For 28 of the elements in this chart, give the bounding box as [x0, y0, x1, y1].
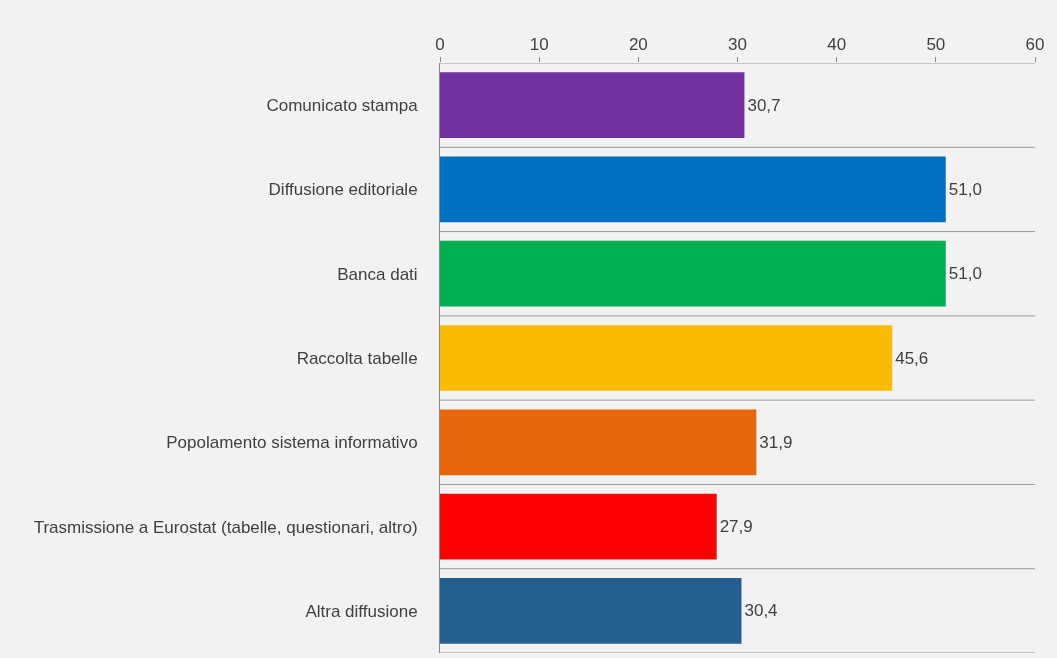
x-tick-label: 50: [926, 35, 946, 55]
data-label: 27,9: [719, 517, 753, 537]
y-tick-label: Trasmissione a Eurostat (tabelle, questionari, altro): [33, 517, 418, 537]
y-tick-label: Raccolta tabelle: [296, 348, 418, 368]
data-label: 30,7: [747, 95, 781, 115]
y-tick-label: Banca dati: [337, 264, 418, 284]
data-label: 51,0: [948, 179, 982, 199]
y-tick-label: Diffusione editoriale: [268, 180, 418, 200]
data-label: 45,6: [895, 348, 929, 368]
bar: [440, 577, 742, 644]
bar: [440, 72, 745, 139]
x-tick-label: 30: [728, 35, 747, 55]
bar: [440, 493, 717, 560]
x-tick-label: 10: [529, 35, 549, 55]
bar: [440, 156, 946, 223]
bar: [440, 409, 757, 476]
y-tick-label: Popolamento sistema informativo: [166, 433, 418, 453]
x-tick-label: 40: [827, 35, 847, 55]
y-tick-label: Altra diffusione: [305, 601, 418, 621]
x-tick-label: 20: [628, 35, 648, 55]
x-tick-label: 0: [435, 35, 445, 55]
data-label: 30,4: [744, 601, 778, 621]
data-label: 51,0: [948, 264, 982, 284]
bar: [440, 240, 946, 307]
bar: [440, 325, 893, 391]
y-tick-label: Comunicato stampa: [266, 96, 419, 116]
x-tick-label: 60: [1025, 35, 1045, 55]
data-label: 31,9: [759, 432, 793, 452]
